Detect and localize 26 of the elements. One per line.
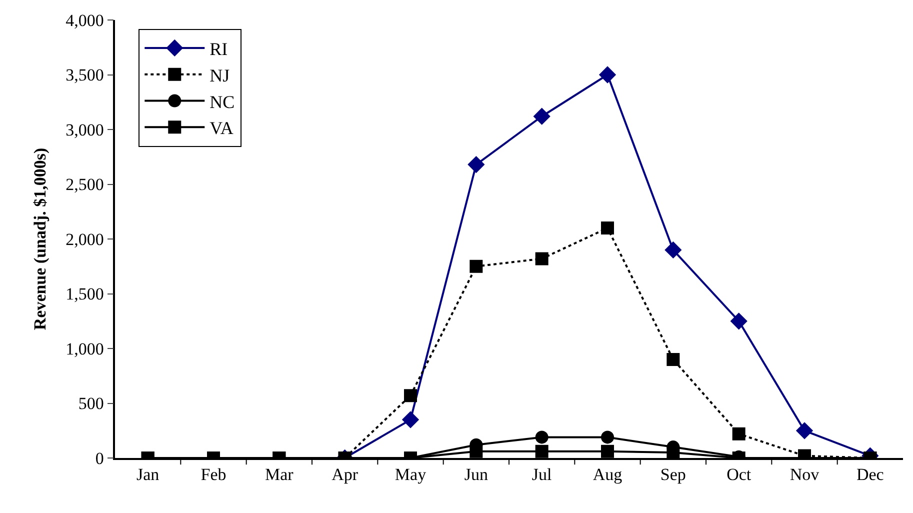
y-tick-label: 2,500 xyxy=(66,175,104,194)
y-tick-label: 2,000 xyxy=(66,230,104,249)
x-tick-label: Sep xyxy=(660,465,686,484)
y-tick-label: 3,500 xyxy=(66,66,104,85)
y-tick-label: 0 xyxy=(95,448,104,468)
x-tick-label: Apr xyxy=(332,465,358,484)
y-axis-title: Revenue (unadj. $1,000s) xyxy=(30,148,50,330)
x-tick-label: Oct xyxy=(726,465,752,484)
y-tick-label: 1,500 xyxy=(66,284,104,304)
legend-label: NJ xyxy=(210,65,230,86)
x-tick-label: Nov xyxy=(790,465,820,484)
x-tick-label: Jun xyxy=(464,465,488,484)
x-tick-label: May xyxy=(394,465,427,484)
x-tick-label: Mar xyxy=(265,465,294,484)
x-tick-label: Jul xyxy=(532,465,552,484)
x-tick-label: Jan xyxy=(136,465,160,484)
y-tick-label: 4,000 xyxy=(66,10,104,30)
x-tick-label: Dec xyxy=(856,465,884,484)
x-tick-label: Aug xyxy=(592,465,623,484)
legend-label: NC xyxy=(210,92,235,112)
legend-label: RI xyxy=(210,38,228,59)
y-tick-label: 3,000 xyxy=(66,120,104,140)
y-tick-label: 1,000 xyxy=(66,339,104,358)
legend-label: VA xyxy=(210,118,234,138)
y-tick-label: 500 xyxy=(78,394,104,414)
x-tick-label: Feb xyxy=(200,465,226,484)
